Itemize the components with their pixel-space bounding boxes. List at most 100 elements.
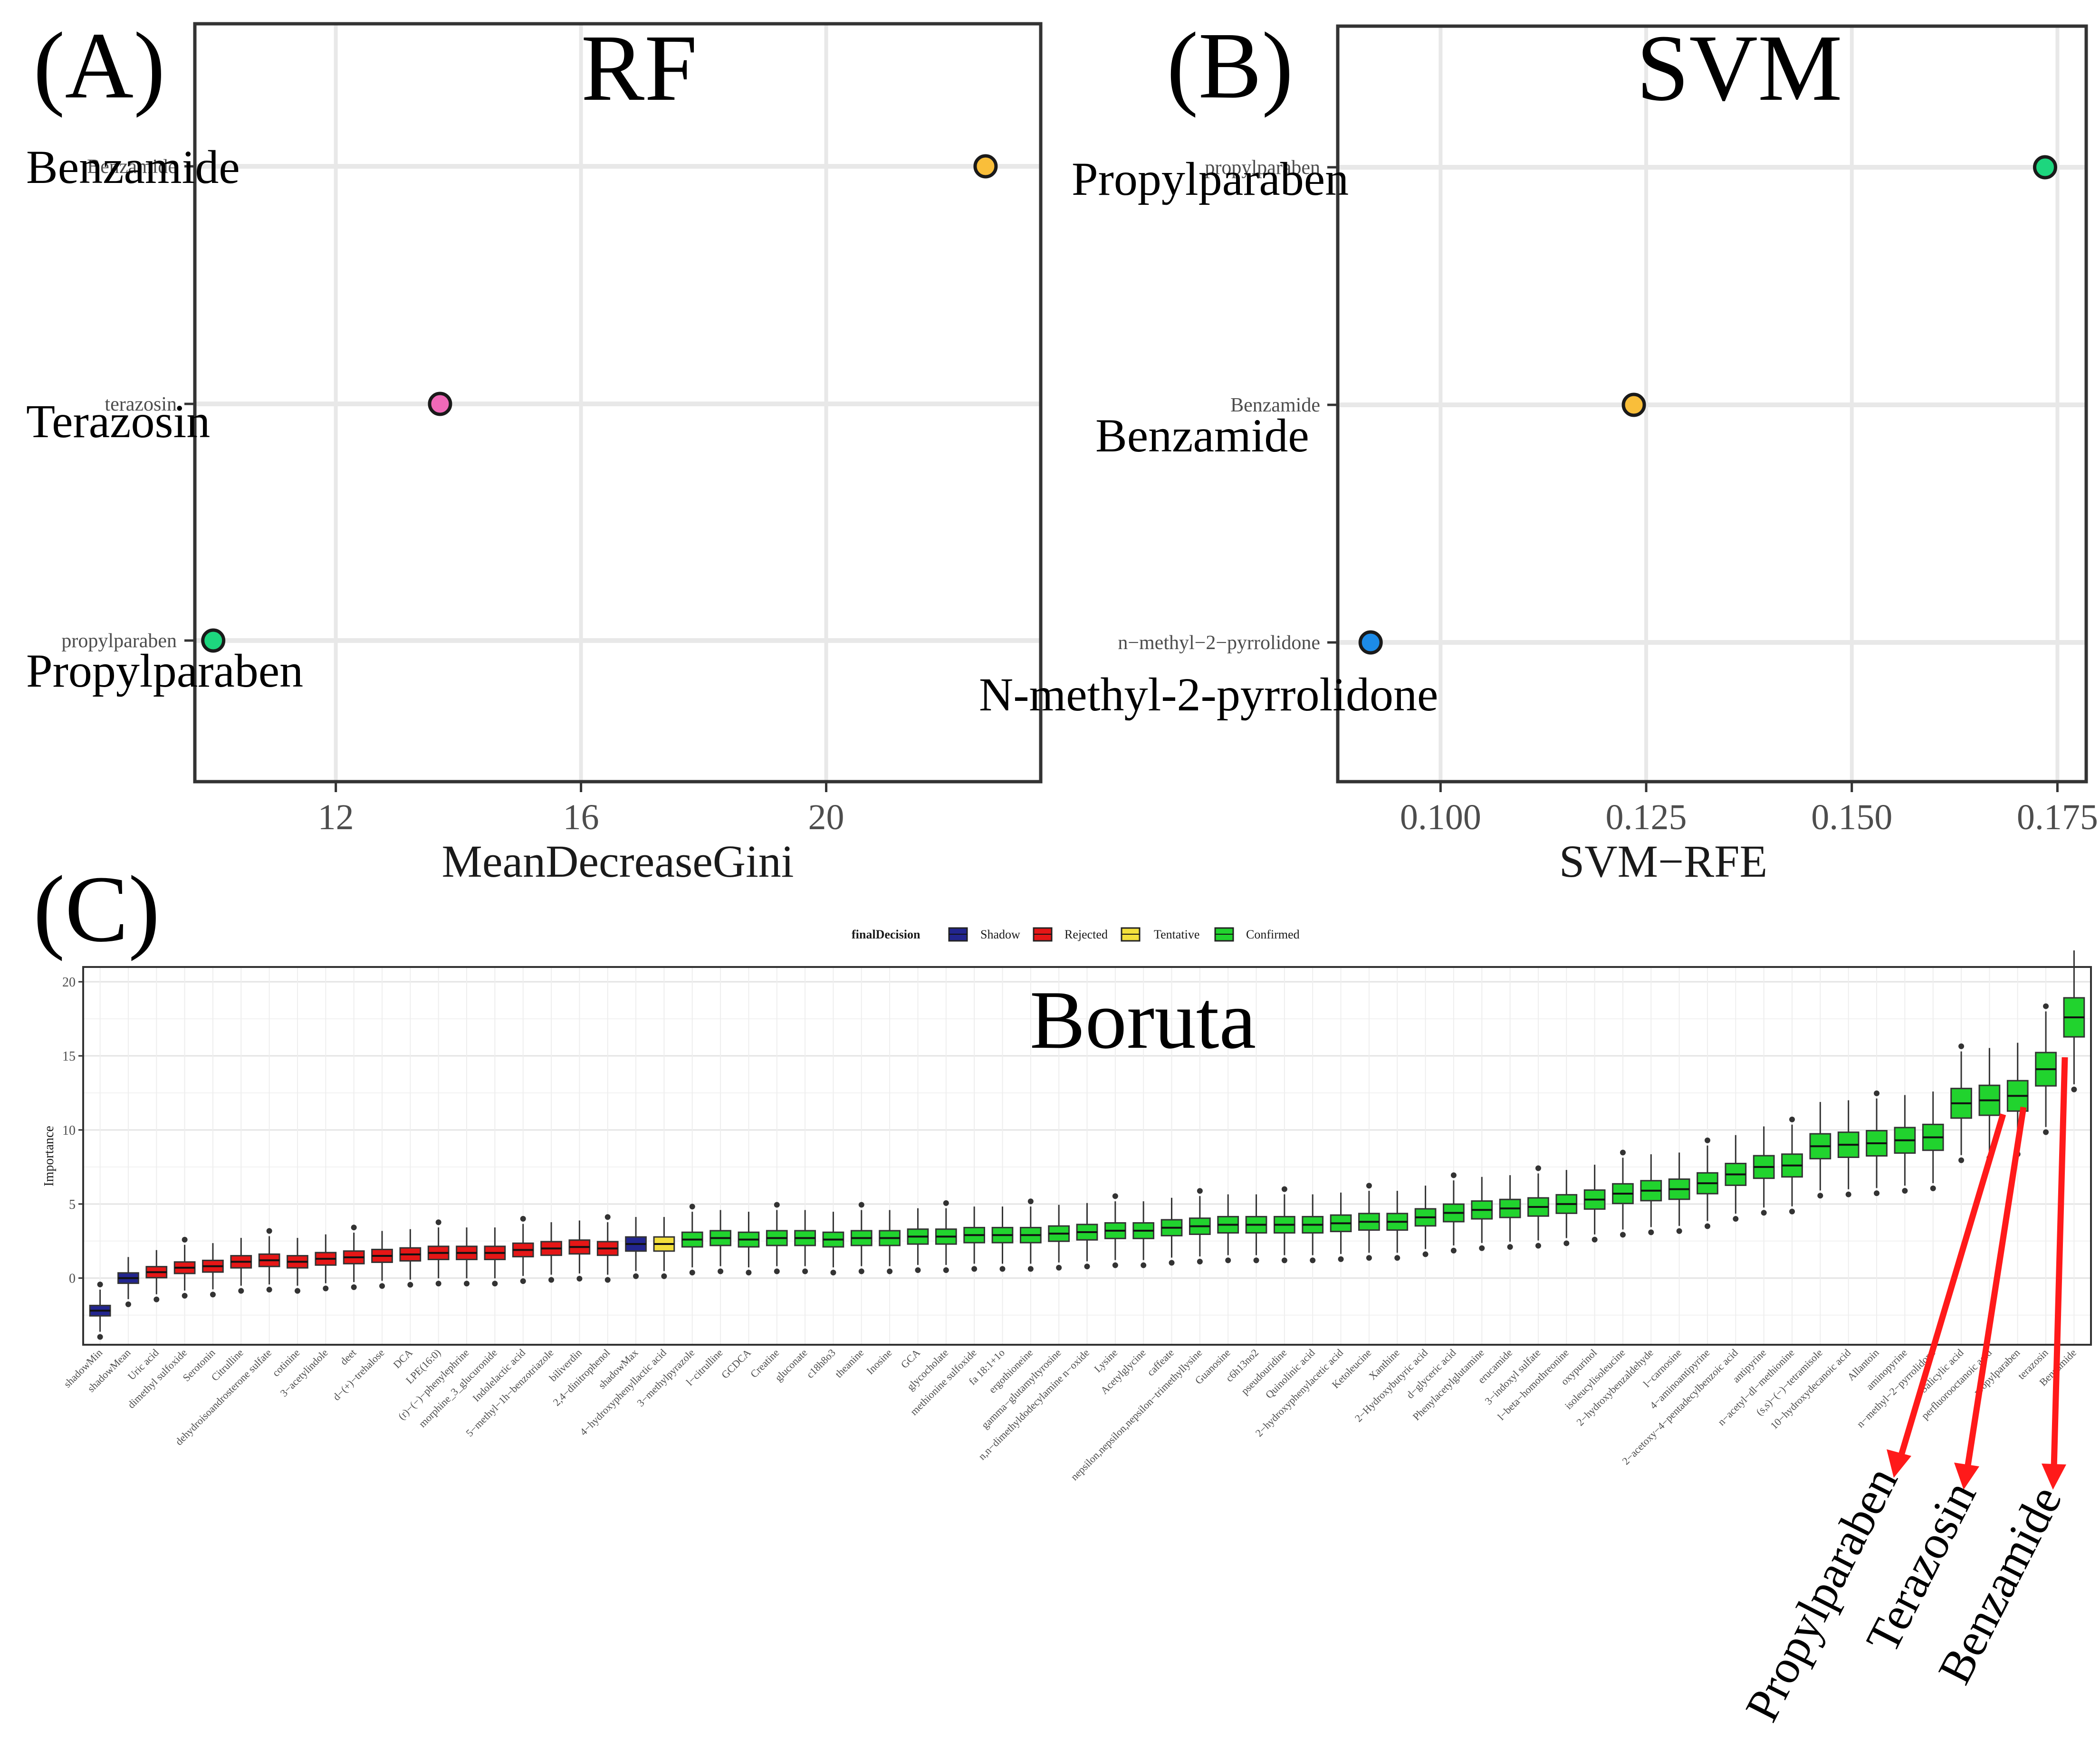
box-outlier [351,1225,357,1231]
panel-b-title: SVM [1636,16,1842,121]
panel-a-rf: 12 16 20 Benzamide terazosin propylparaben (A… [26,13,1043,887]
x-tick-label: 0.125 [1606,797,1687,837]
box-outlier [774,1202,780,1208]
arrow-propylparaben-head [1887,1449,1911,1478]
box-outlier [1563,1240,1570,1246]
box-outlier [604,1214,611,1220]
box-outlier [125,1301,131,1307]
legend-label-confirmed: Confirmed [1246,928,1300,941]
y-tick-label: propylparaben [61,630,177,652]
box-outlier [1310,1257,1316,1263]
y-tick-label: 10 [62,1123,76,1138]
panel-b-points [1358,155,2057,655]
box-outlier [97,1334,103,1340]
panel-c-label: (C) [33,857,160,962]
panel-c-y-ticks: 0 5 10 15 20 [62,975,83,1286]
box-outlier [266,1287,272,1293]
legend-label-rejected: Rejected [1064,928,1108,941]
box-outlier [1592,1236,1598,1243]
box-outlier [633,1273,639,1279]
box-outlier [1789,1116,1795,1122]
box-outlier [435,1281,441,1287]
panel-a-frame [193,22,1043,784]
box-outlier [1338,1256,1344,1262]
box-outlier [1422,1251,1429,1257]
box-outlier [802,1268,808,1274]
panel-a-annotation-propylparaben: Propylparaben [26,644,303,697]
data-point [201,628,226,653]
x-tick-label: 12 [318,797,354,837]
arrow-benzamide [2051,1057,2068,1469]
box-outlier [210,1292,216,1298]
box-outlier [1620,1232,1626,1238]
box-outlier [1056,1264,1062,1271]
box-outlier [1450,1247,1457,1254]
box-outlier [943,1267,949,1273]
box-outlier [1733,1216,1739,1222]
box-outlier [1845,1191,1851,1197]
box-outlier [1535,1243,1541,1249]
box-outlier [858,1202,864,1208]
data-point [1358,630,1383,655]
box-outlier [576,1275,583,1282]
data-point [1621,392,1646,417]
box-outlier [520,1278,526,1284]
box-outlier [1225,1257,1231,1263]
box-outlier [1648,1229,1654,1235]
box-outlier [1507,1244,1513,1250]
box-outlier [1620,1149,1626,1156]
panel-b-grid [1338,26,2086,782]
panel-a-points [201,154,998,653]
box-outlier [2043,1003,2049,1009]
box-outlier [238,1288,244,1294]
box-outlier [1704,1223,1710,1229]
panel-b-ticks: 0.100 0.125 0.150 0.175 propylparaben Benzami… [1118,157,2098,837]
box-outlier [1817,1193,1823,1199]
box-outlier [1281,1186,1287,1192]
panel-a-xlabel: MeanDecreaseGini [442,836,794,887]
legend-label-shadow: Shadow [980,928,1020,941]
panel-b-annotation-n-methyl-2-pyrrolidone: N-methyl-2-pyrrolidone [979,668,1438,721]
panel-a-annotation-terazosin: Terazosin [26,395,210,448]
box-outlier [1366,1183,1372,1189]
arrow-propylparaben [1898,1113,2006,1457]
panel-a-ticks: 12 16 20 Benzamide terazosin propylparaben [61,156,844,837]
box-outlier [604,1277,611,1283]
callout-arrows [1887,1057,2068,1490]
box-outlier [294,1288,300,1294]
panel-c-legend: finalDecision Shadow Rejected Tentative … [852,927,1300,942]
panel-b-frame [1336,24,2088,784]
panel-a-title: RF [581,16,698,121]
legend-label-tentative: Tentative [1154,928,1199,941]
x-tick-label: 0.150 [1811,797,1892,837]
y-tick-label: 5 [69,1197,76,1212]
box-outlier [97,1282,103,1288]
box-outlier [1874,1190,1880,1196]
box-outlier [661,1273,667,1279]
box-outlier [1112,1193,1118,1199]
y-tick-label: n−methyl−2−pyrrolidone [1118,632,1320,654]
legend-title: finalDecision [852,928,921,941]
box-outlier [2071,1086,2077,1092]
box-outlier [1676,1228,1682,1234]
box-outlier [887,1268,893,1274]
box-outlier [746,1270,752,1276]
box-outlier [1394,1255,1400,1261]
box-outlier [1112,1262,1118,1268]
box-outlier [266,1228,272,1234]
box-outlier [1253,1257,1259,1263]
box-outlier [689,1204,695,1210]
box-outlier [774,1268,780,1274]
box-outlier [1789,1208,1795,1215]
data-point [428,392,452,416]
box-outlier [153,1296,160,1302]
box-outlier [1169,1260,1175,1266]
box-outlier [1281,1257,1287,1263]
box-outlier [1197,1188,1203,1194]
box-outlier [492,1281,498,1287]
box-outlier [1084,1263,1090,1270]
arrow-terazosin-head [1954,1463,1979,1490]
y-tick-label: terazosin [105,393,177,415]
y-tick-label: 0 [69,1272,76,1286]
box-outlier [971,1266,978,1272]
